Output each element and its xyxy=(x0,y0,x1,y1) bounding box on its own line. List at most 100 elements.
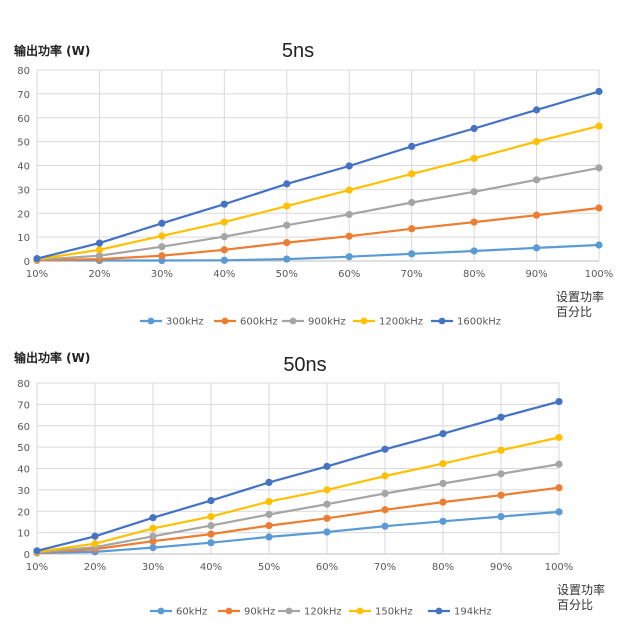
data-point-900kHz xyxy=(158,243,166,251)
data-point-60kHz xyxy=(381,522,389,530)
data-point-1600kHz xyxy=(33,255,41,263)
x-tick-label: 70% xyxy=(401,269,423,280)
data-point-90kHz xyxy=(439,498,447,506)
data-point-120kHz xyxy=(381,489,389,498)
data-point-1200kHz xyxy=(158,232,166,240)
legend-label: 194kHz xyxy=(454,607,492,618)
legend-marker-1600kHz xyxy=(438,317,446,325)
y-tick-label: 0 xyxy=(24,550,30,561)
x-tick-label: 60% xyxy=(316,562,338,573)
legend-label: 600kHz xyxy=(240,317,278,328)
data-point-1200kHz xyxy=(595,122,603,130)
data-point-194kHz xyxy=(555,397,563,406)
legend-marker-150kHz xyxy=(356,607,364,615)
data-point-1600kHz xyxy=(408,142,416,150)
data-point-150kHz xyxy=(149,524,157,532)
data-point-60kHz xyxy=(497,512,505,521)
data-point-300kHz xyxy=(345,253,353,261)
series-line-194kHz xyxy=(36,400,560,552)
x-tick-label: 50% xyxy=(276,269,298,280)
y-tick-label: 10 xyxy=(17,233,30,244)
y-tick-label: 20 xyxy=(17,507,30,518)
data-point-600kHz xyxy=(345,232,353,240)
data-point-300kHz xyxy=(470,247,478,255)
data-point-600kHz xyxy=(470,218,478,226)
data-point-120kHz xyxy=(497,470,505,478)
chart-title: 50ns xyxy=(283,354,326,376)
x-tick-label: 90% xyxy=(490,562,512,573)
data-point-60kHz xyxy=(555,508,563,516)
data-point-300kHz xyxy=(220,256,228,264)
data-point-1600kHz xyxy=(95,239,104,247)
data-point-60kHz xyxy=(149,543,157,552)
data-point-150kHz xyxy=(439,459,447,468)
data-point-900kHz xyxy=(408,198,416,207)
data-point-1600kHz xyxy=(220,200,228,208)
data-point-150kHz xyxy=(207,512,215,521)
y-tick-label: 0 xyxy=(24,257,30,268)
data-point-60kHz xyxy=(265,533,273,541)
y-axis-label: 输出功率 (W) xyxy=(14,350,90,365)
series-line-150kHz xyxy=(36,436,560,553)
data-point-150kHz xyxy=(91,540,99,548)
series-line-120kHz xyxy=(36,463,560,554)
data-point-194kHz xyxy=(91,532,99,540)
y-tick-label: 70 xyxy=(17,400,30,411)
y-tick-label: 30 xyxy=(17,486,30,497)
y-tick-label: 60 xyxy=(17,422,30,433)
y-tick-label: 80 xyxy=(17,66,30,77)
y-tick-label: 40 xyxy=(17,162,30,173)
data-point-900kHz xyxy=(220,233,228,241)
data-point-1200kHz xyxy=(408,170,416,178)
data-point-300kHz xyxy=(408,250,416,258)
data-point-90kHz xyxy=(381,506,389,514)
x-tick-label: 20% xyxy=(88,269,110,280)
data-point-1200kHz xyxy=(95,246,104,254)
x-axis-label-line1: 设置功率 xyxy=(557,582,605,597)
data-point-60kHz xyxy=(207,539,215,547)
data-point-120kHz xyxy=(323,500,331,508)
data-point-150kHz xyxy=(381,472,389,480)
data-point-1600kHz xyxy=(595,87,603,96)
x-tick-label: 20% xyxy=(84,562,106,573)
data-point-194kHz xyxy=(497,413,505,421)
y-tick-label: 20 xyxy=(17,209,30,220)
data-point-60kHz xyxy=(439,517,447,525)
legend-label: 300kHz xyxy=(166,317,204,328)
data-point-194kHz xyxy=(207,496,215,505)
data-point-120kHz xyxy=(265,510,273,519)
series-line-1600kHz xyxy=(36,90,600,260)
data-point-600kHz xyxy=(595,204,603,212)
y-tick-label: 30 xyxy=(17,185,30,196)
data-point-150kHz xyxy=(497,446,505,454)
data-point-900kHz xyxy=(283,221,291,229)
data-point-1200kHz xyxy=(532,138,541,146)
data-point-1600kHz xyxy=(158,219,166,227)
data-point-600kHz xyxy=(158,252,166,260)
x-tick-label: 100% xyxy=(545,562,574,573)
data-point-194kHz xyxy=(149,514,157,522)
y-tick-label: 50 xyxy=(17,443,30,454)
data-point-1600kHz xyxy=(345,162,353,170)
data-point-600kHz xyxy=(408,225,416,233)
x-tick-label: 30% xyxy=(142,562,164,573)
data-point-120kHz xyxy=(149,532,157,540)
y-tick-label: 10 xyxy=(17,529,30,540)
x-tick-label: 50% xyxy=(258,562,280,573)
x-tick-label: 100% xyxy=(585,269,614,280)
data-point-150kHz xyxy=(323,486,331,494)
data-point-194kHz xyxy=(33,547,41,555)
legend-marker-300kHz xyxy=(147,317,155,325)
data-point-300kHz xyxy=(532,244,541,252)
series-line-300kHz xyxy=(36,243,600,262)
x-tick-label: 80% xyxy=(463,269,485,280)
legend-marker-1200kHz xyxy=(360,317,368,325)
data-point-900kHz xyxy=(532,176,541,184)
data-point-1200kHz xyxy=(283,202,291,210)
y-tick-label: 40 xyxy=(17,465,30,476)
data-point-600kHz xyxy=(283,239,291,247)
x-axis-label-line1: 设置功率 xyxy=(556,289,604,304)
legend-marker-90kHz xyxy=(225,607,233,615)
x-tick-label: 80% xyxy=(432,562,454,573)
